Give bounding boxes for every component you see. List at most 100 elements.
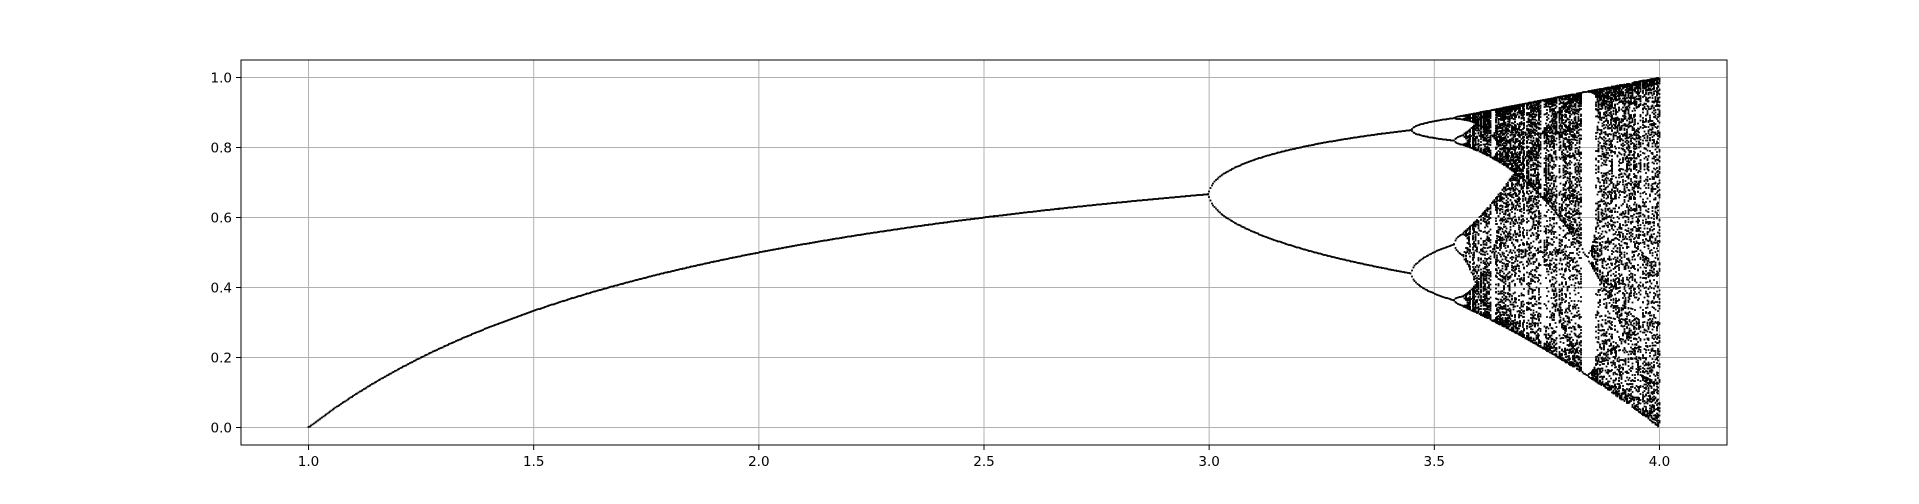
data-point	[1498, 291, 1500, 293]
data-point	[1484, 286, 1486, 288]
data-point	[1486, 289, 1488, 291]
data-point	[1486, 214, 1488, 216]
data-point	[1478, 140, 1480, 142]
data-point	[1521, 284, 1523, 286]
data-point	[1528, 293, 1530, 295]
data-point	[1532, 325, 1534, 327]
data-point	[1521, 253, 1523, 255]
data-point	[1472, 235, 1474, 237]
data-point	[1475, 267, 1477, 269]
data-point	[1469, 139, 1471, 141]
data-point	[1528, 170, 1530, 172]
data-point	[1455, 240, 1457, 242]
data-point	[1533, 305, 1535, 307]
data-point	[1475, 304, 1477, 306]
data-point	[1211, 185, 1213, 187]
data-point	[1500, 256, 1502, 258]
data-point	[1526, 142, 1528, 144]
data-point	[1523, 310, 1525, 312]
data-point	[1515, 273, 1517, 275]
data-point	[1505, 281, 1507, 283]
data-point	[1519, 234, 1521, 236]
data-point	[1507, 263, 1509, 265]
data-point	[1532, 191, 1534, 193]
data-point	[1514, 230, 1516, 232]
data-point	[1503, 224, 1505, 226]
data-point	[1514, 252, 1516, 254]
data-point	[1515, 236, 1517, 238]
data-point	[1513, 239, 1515, 241]
data-point	[1530, 252, 1532, 254]
data-point	[1523, 195, 1525, 197]
data-point	[1490, 279, 1492, 281]
data-point	[1523, 117, 1525, 119]
data-point	[1496, 265, 1498, 267]
data-point	[1528, 334, 1530, 336]
data-point	[1534, 281, 1536, 283]
data-point	[1528, 139, 1530, 141]
data-point	[1488, 282, 1490, 284]
data-point	[1532, 269, 1534, 271]
data-point	[1488, 221, 1490, 223]
data-point	[1490, 120, 1492, 122]
data-point	[1510, 309, 1512, 311]
data-point	[1525, 180, 1527, 182]
data-point	[1463, 254, 1465, 256]
data-point	[1480, 230, 1482, 232]
data-point	[1519, 320, 1521, 322]
data-point	[1506, 312, 1508, 314]
data-point	[1518, 299, 1520, 301]
data-point	[1526, 322, 1528, 324]
data-point	[1490, 297, 1492, 299]
data-point	[1475, 236, 1477, 238]
data-point	[1532, 160, 1534, 162]
data-point	[1473, 255, 1475, 257]
data-point	[1514, 306, 1516, 308]
data-point	[1469, 296, 1471, 298]
data-point	[1526, 230, 1528, 232]
data-point	[1513, 309, 1515, 311]
data-point	[1476, 301, 1478, 303]
data-point	[1529, 260, 1531, 262]
data-point	[1478, 291, 1480, 293]
data-point	[1490, 132, 1492, 134]
data-point	[1514, 213, 1516, 215]
data-point	[1519, 323, 1521, 325]
data-point	[1499, 213, 1501, 215]
data-point	[1495, 218, 1497, 220]
data-point	[1486, 260, 1488, 262]
data-point	[1522, 250, 1524, 252]
data-point	[1515, 268, 1517, 270]
data-point	[1534, 326, 1536, 328]
data-point	[1502, 205, 1504, 207]
data-point	[1413, 267, 1415, 269]
data-point	[1490, 144, 1492, 146]
data-point	[1480, 297, 1482, 299]
data-point	[1523, 313, 1525, 315]
data-point	[1532, 195, 1534, 197]
data-point	[1522, 134, 1524, 136]
data-point	[1480, 286, 1482, 288]
data-point	[1530, 235, 1532, 237]
data-point	[1506, 240, 1508, 242]
data-point	[1490, 305, 1492, 307]
data-point	[1526, 325, 1528, 327]
data-point	[1513, 139, 1515, 141]
data-point	[1490, 256, 1492, 258]
data-point	[1476, 249, 1478, 251]
data-point	[1526, 250, 1528, 252]
data-point	[1478, 281, 1480, 283]
data-point	[1519, 157, 1521, 159]
data-point	[1480, 219, 1482, 221]
data-point	[1523, 137, 1525, 139]
data-point	[1212, 183, 1214, 185]
data-point	[1518, 200, 1520, 202]
data-point	[1472, 259, 1474, 261]
data-point	[1513, 250, 1515, 252]
data-point	[1532, 329, 1534, 331]
data-point	[1494, 249, 1496, 251]
data-point	[1530, 242, 1532, 244]
data-point	[1515, 125, 1517, 127]
data-point	[1478, 267, 1480, 269]
